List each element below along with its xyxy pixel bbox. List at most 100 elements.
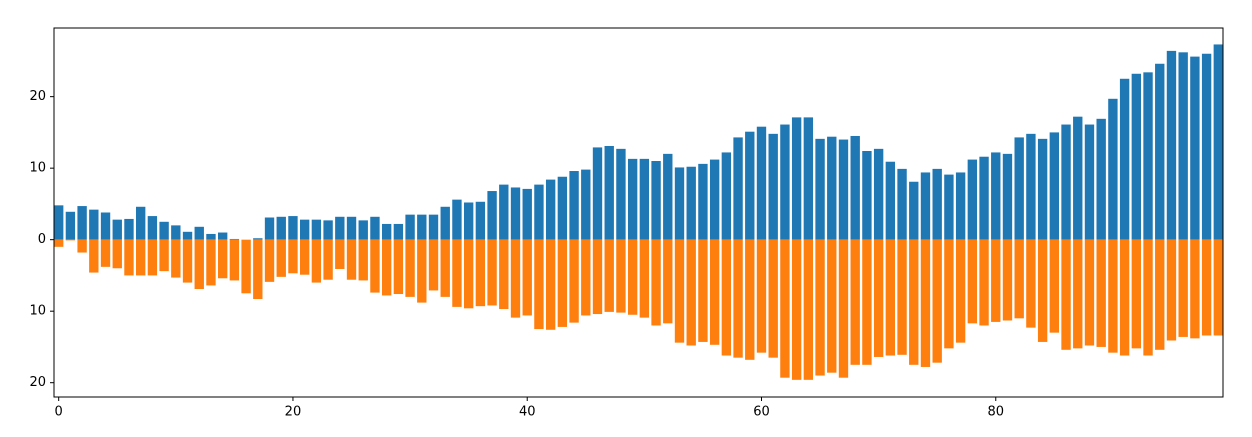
- bar: [1096, 239, 1106, 347]
- bar: [182, 239, 193, 283]
- bar: [1201, 239, 1212, 336]
- bar: [100, 212, 111, 240]
- bar: [967, 239, 978, 324]
- bar: [1143, 239, 1153, 356]
- bar: [1178, 239, 1188, 337]
- bar: [651, 161, 661, 240]
- bar: [768, 239, 778, 358]
- bar: [569, 239, 579, 323]
- bar: [557, 176, 568, 240]
- bar: [124, 218, 134, 240]
- bar: [440, 239, 450, 297]
- bar: [604, 145, 614, 240]
- bar: [206, 239, 216, 286]
- bar: [1096, 118, 1106, 240]
- bar: [1131, 239, 1142, 349]
- bar: [112, 239, 122, 269]
- bar: [428, 239, 439, 291]
- bar: [1061, 239, 1071, 350]
- bar: [815, 138, 825, 240]
- bar: [217, 232, 228, 240]
- bar: [885, 239, 896, 356]
- bar: [288, 239, 298, 274]
- plot-frame: [53, 27, 1224, 398]
- bar: [299, 219, 310, 240]
- bar: [1178, 52, 1188, 240]
- bar: [381, 223, 392, 240]
- bar: [651, 239, 661, 326]
- bar: [627, 239, 638, 315]
- bar: [522, 188, 532, 240]
- bar: [733, 137, 743, 240]
- bar: [686, 239, 696, 346]
- bar: [405, 239, 415, 297]
- bar: [803, 239, 814, 380]
- bar: [909, 181, 919, 240]
- bar: [311, 219, 322, 240]
- bar: [721, 239, 732, 356]
- bar: [65, 239, 76, 241]
- bar: [862, 151, 872, 240]
- bar: [89, 209, 99, 240]
- bar: [276, 239, 286, 277]
- bar: [346, 216, 357, 240]
- x-tick-label: 80: [987, 405, 1004, 420]
- bar: [674, 167, 685, 240]
- x-tick-label: 60: [753, 405, 770, 420]
- bar: [944, 239, 954, 349]
- bar: [381, 239, 392, 296]
- bar: [229, 239, 240, 281]
- bar: [1084, 239, 1095, 346]
- bar: [264, 239, 275, 282]
- bar: [616, 148, 626, 240]
- bar: [417, 239, 427, 303]
- bar: [463, 202, 474, 240]
- bar: [182, 231, 193, 240]
- bar: [522, 239, 532, 316]
- bar: [733, 239, 743, 358]
- bar: [229, 238, 240, 240]
- bar: [709, 159, 720, 240]
- bar: [147, 216, 158, 240]
- bar: [77, 206, 87, 240]
- bar: [686, 166, 696, 240]
- bar: [405, 214, 415, 240]
- bar: [499, 239, 509, 310]
- bar: [768, 133, 778, 240]
- bar: [171, 239, 181, 278]
- bar: [932, 239, 942, 363]
- bar: [581, 239, 591, 316]
- bar: [756, 239, 767, 353]
- bar: [592, 239, 603, 315]
- bar: [276, 216, 286, 240]
- bar: [979, 239, 989, 326]
- bar: [1213, 239, 1223, 336]
- bar: [955, 239, 966, 343]
- bar: [1155, 239, 1165, 350]
- bar: [1119, 78, 1130, 240]
- bar: [54, 239, 64, 247]
- bar: [674, 239, 685, 343]
- bar: [1026, 133, 1036, 240]
- bar: [604, 239, 614, 312]
- bar: [1037, 138, 1048, 240]
- bar: [264, 217, 275, 240]
- bar: [991, 239, 1001, 322]
- bar: [311, 239, 322, 283]
- bar: [54, 205, 64, 240]
- bar: [862, 239, 872, 365]
- bar: [487, 239, 497, 306]
- bar: [487, 191, 497, 240]
- bar: [745, 239, 755, 360]
- bar: [721, 152, 732, 240]
- bar: [1119, 239, 1130, 356]
- bar: [206, 233, 216, 240]
- bar: [932, 168, 942, 240]
- bar: [1002, 239, 1013, 321]
- bar: [1073, 239, 1083, 349]
- bar: [124, 239, 134, 276]
- bar: [1084, 124, 1095, 240]
- bar: [135, 206, 146, 240]
- bar: [545, 239, 556, 330]
